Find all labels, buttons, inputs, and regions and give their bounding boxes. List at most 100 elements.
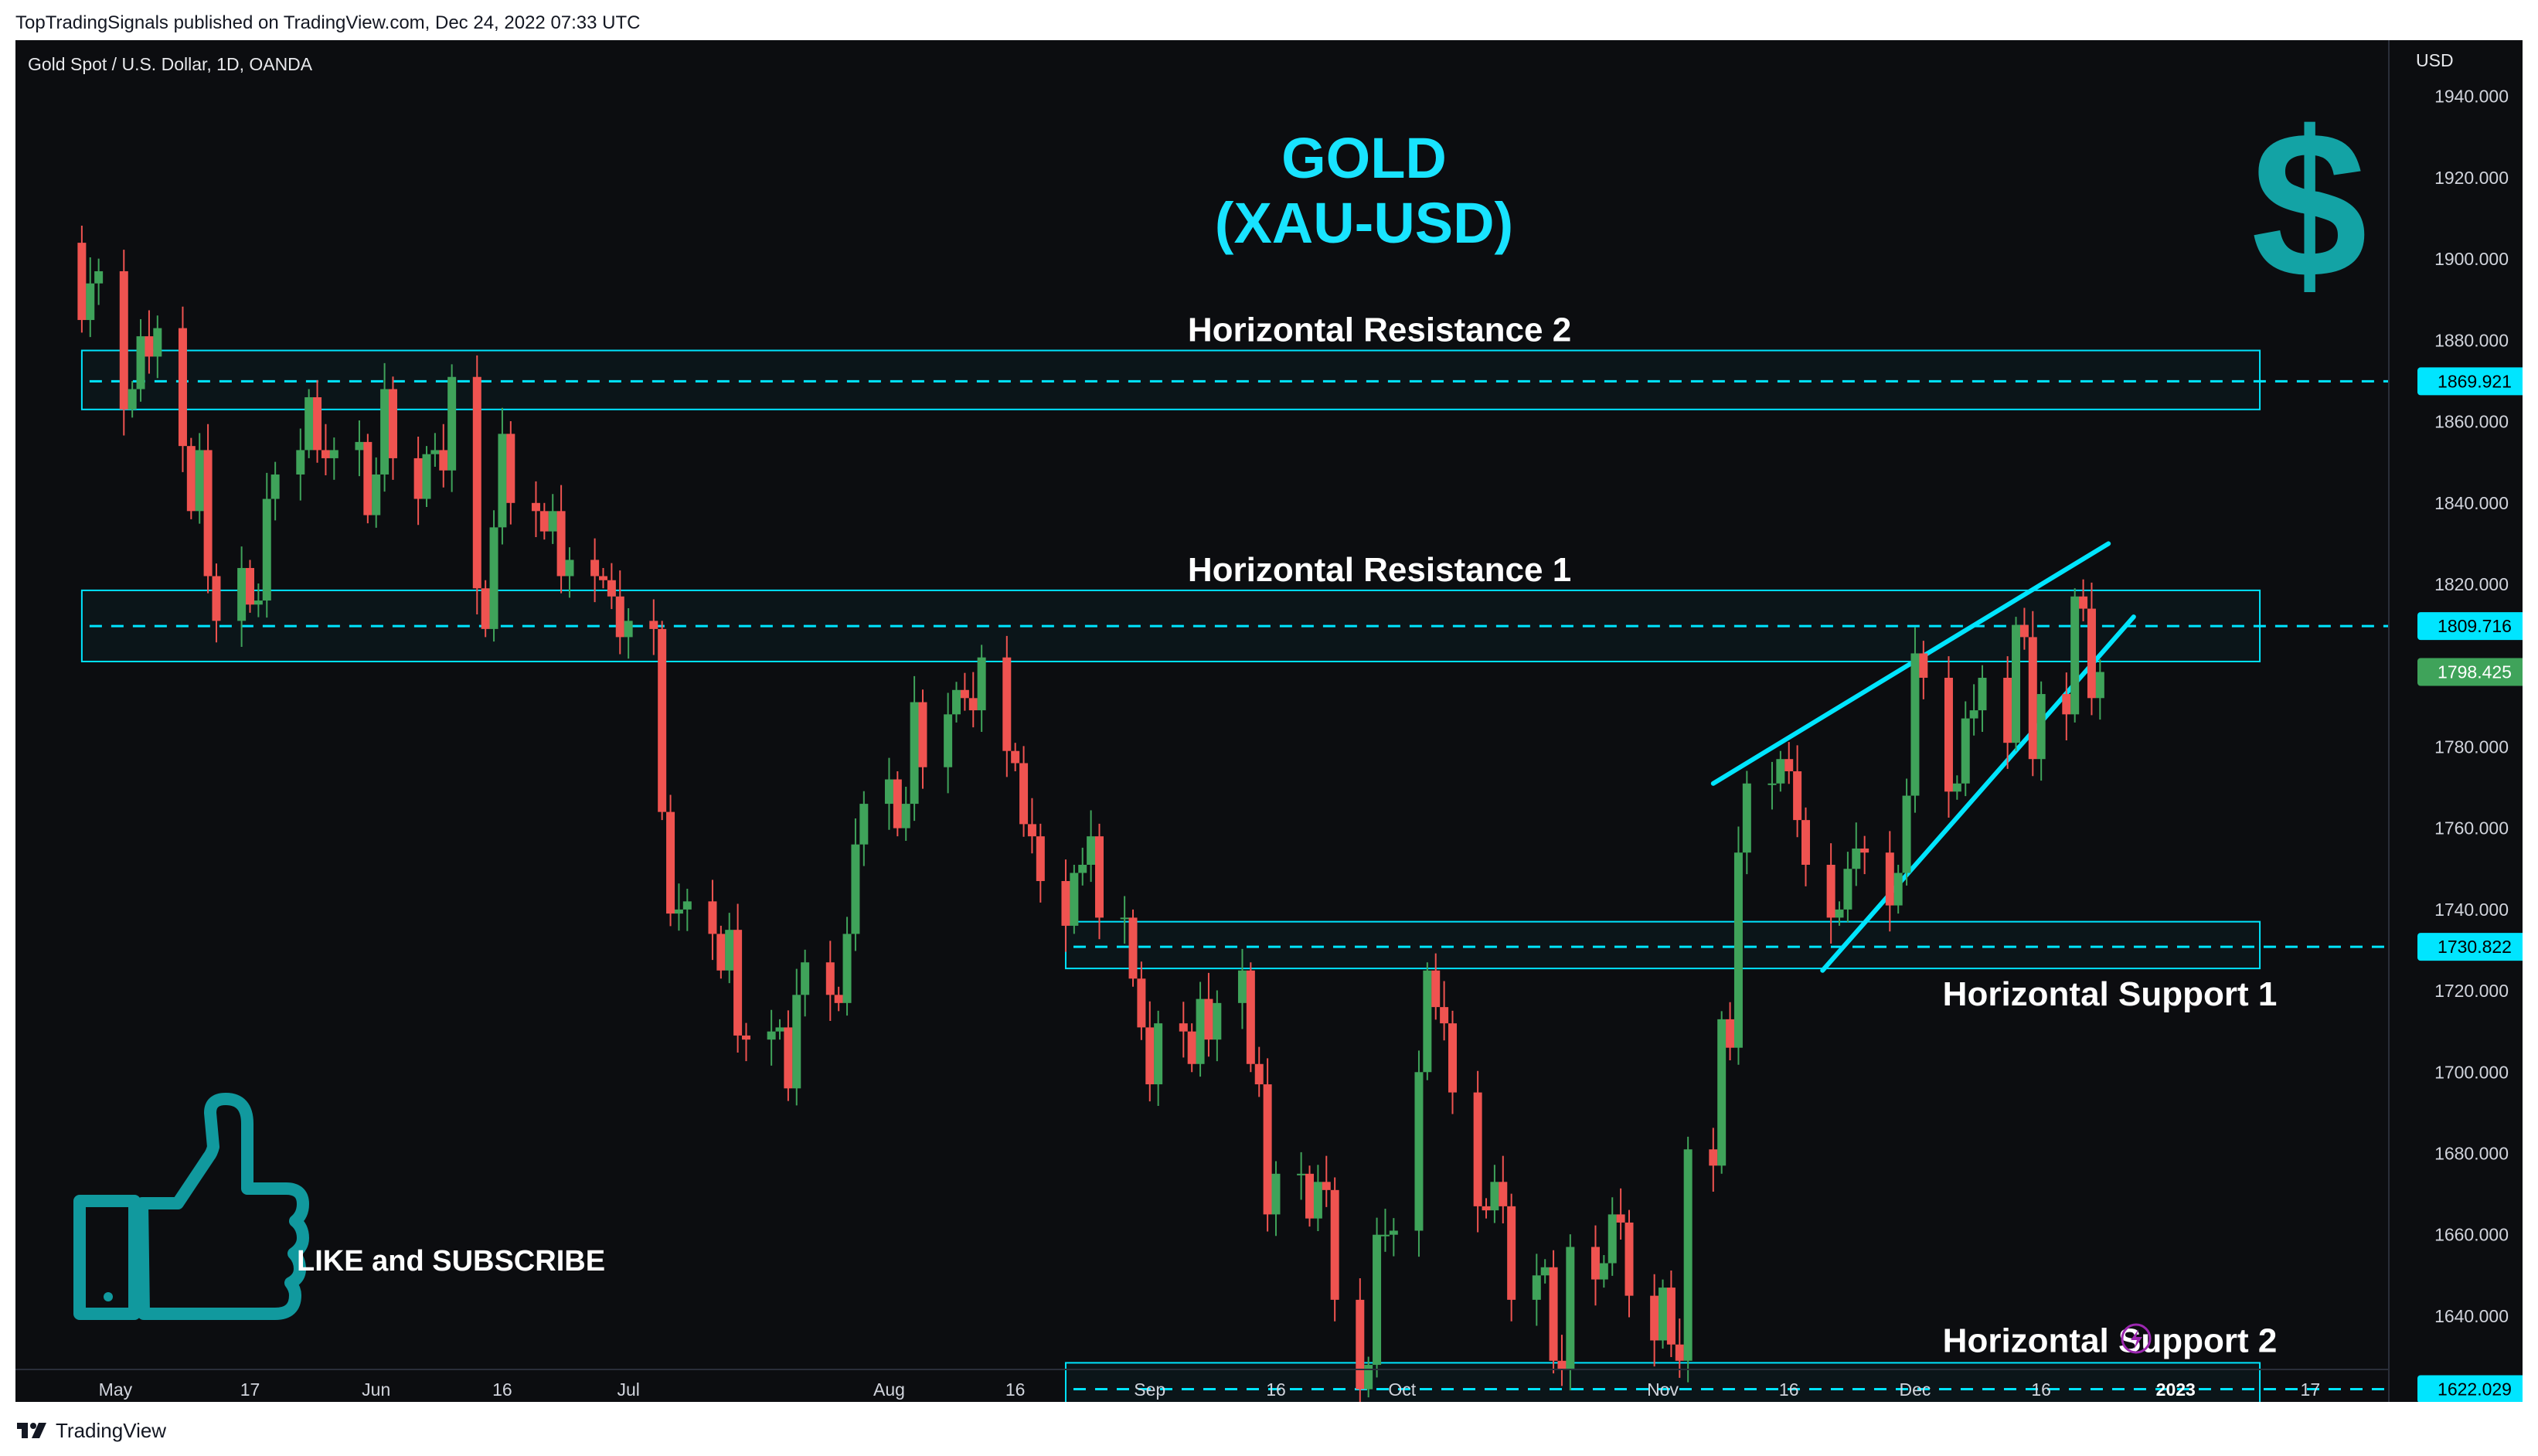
candle-body[interactable] [615,596,624,638]
candle-body[interactable] [1650,1295,1659,1341]
candle-body[interactable] [1070,873,1079,926]
candle-body[interactable] [607,580,616,597]
candle-body[interactable] [195,450,204,512]
candle-body[interactable] [1473,1092,1482,1206]
candle-body[interactable] [1978,678,1987,711]
candle-body[interactable] [1726,1019,1735,1048]
candle-body[interactable] [1389,1230,1398,1235]
candle-body[interactable] [2070,596,2080,715]
candle-body[interactable] [355,441,364,451]
candle-body[interactable] [2019,624,2029,638]
candle-body[interactable] [624,621,633,638]
candle-body[interactable] [842,934,852,1003]
candle-body[interactable] [1826,864,1835,918]
candle-body[interactable] [1154,1023,1163,1085]
candle-body[interactable] [128,389,137,410]
candle-body[interactable] [825,962,835,995]
candle-body[interactable] [119,270,128,410]
candle-body[interactable] [1566,1247,1575,1369]
candle-body[interactable] [725,930,734,971]
candle-body[interactable] [859,804,869,845]
candle-body[interactable] [1196,998,1205,1064]
candle-body[interactable] [708,901,717,934]
candle-body[interactable] [472,376,481,589]
candle-body[interactable] [901,804,910,828]
candle-body[interactable] [1952,783,1961,792]
candle-body[interactable] [2012,624,2021,743]
candle-body[interactable] [422,454,431,499]
candle-body[interactable] [1860,848,1869,853]
candle-body[interactable] [2036,694,2046,760]
candle-body[interactable] [388,389,397,458]
candle-body[interactable] [1002,657,1012,751]
candle-body[interactable] [145,336,154,357]
candle-body[interactable] [447,376,457,471]
candle-body[interactable] [531,502,540,512]
candle-body[interactable] [1440,1007,1449,1024]
candle-body[interactable] [413,458,423,499]
candle-body[interactable] [1187,1031,1196,1064]
candle-body[interactable] [1675,1344,1684,1361]
candle-body[interactable] [1137,978,1146,1028]
candle-body[interactable] [1145,1027,1155,1085]
candle-body[interactable] [1061,881,1070,926]
candle-body[interactable] [1625,1222,1634,1296]
candle-body[interactable] [1313,1182,1322,1219]
candle-body[interactable] [599,576,608,580]
candle-body[interactable] [489,527,498,629]
candle-body[interactable] [952,689,961,715]
candle-body[interactable] [834,995,843,1003]
candle-body[interactable] [1213,1002,1222,1040]
candle-body[interactable] [1784,759,1794,771]
candle-body[interactable] [918,702,927,767]
candle-body[interactable] [1027,824,1036,837]
candle-body[interactable] [1128,917,1138,979]
candle-body[interactable] [1431,970,1441,1008]
candle-body[interactable] [203,450,213,577]
candle-body[interactable] [1944,678,1953,792]
candle-body[interactable] [1254,1063,1264,1085]
candle-body[interactable] [1961,718,1970,784]
candle-body[interactable] [481,588,490,629]
candle-body[interactable] [1902,795,1911,873]
candle-body[interactable] [682,901,692,910]
candle-body[interactable] [1322,1182,1331,1190]
candle-body[interactable] [944,714,953,767]
candle-body[interactable] [1776,759,1785,784]
candle-body[interactable] [313,397,322,451]
candle-body[interactable] [1885,852,1894,906]
candle-body[interactable] [2028,637,2037,760]
candle-body[interactable] [851,844,860,934]
candle-body[interactable] [380,389,390,475]
candle-body[interactable] [1423,970,1432,1073]
candle-body[interactable] [1490,1182,1499,1211]
candle-body[interactable] [1364,1365,1373,1390]
candle-body[interactable] [2087,608,2096,699]
candle-body[interactable] [77,243,87,321]
candle-body[interactable] [1910,653,1920,796]
trendline-lower[interactable] [1820,614,2136,973]
candle-body[interactable] [893,779,902,828]
candle-body[interactable] [1246,970,1255,1064]
candle-body[interactable] [548,511,557,532]
candle-body[interactable] [1709,1149,1718,1166]
resistance-2-zone[interactable] [80,349,2261,410]
candle-body[interactable] [590,560,600,577]
candle-body[interactable] [733,930,743,1036]
candle-body[interactable] [741,1035,750,1040]
candle-body[interactable] [1094,836,1104,918]
candle-body[interactable] [1019,763,1029,825]
candle-body[interactable] [801,962,810,995]
candle-body[interactable] [1263,1084,1272,1215]
candle-body[interactable] [666,811,675,914]
candle-body[interactable] [1499,1182,1508,1206]
candle-body[interactable] [321,450,330,458]
candle-body[interactable] [1608,1214,1617,1264]
candle-body[interactable] [1507,1206,1516,1300]
candle-body[interactable] [1852,848,1861,869]
candle-body[interactable] [1305,1173,1315,1219]
candle-body[interactable] [1557,1360,1567,1369]
candle-body[interactable] [1801,820,1810,865]
candle-body[interactable] [1414,1072,1424,1231]
candle-body[interactable] [178,328,187,447]
